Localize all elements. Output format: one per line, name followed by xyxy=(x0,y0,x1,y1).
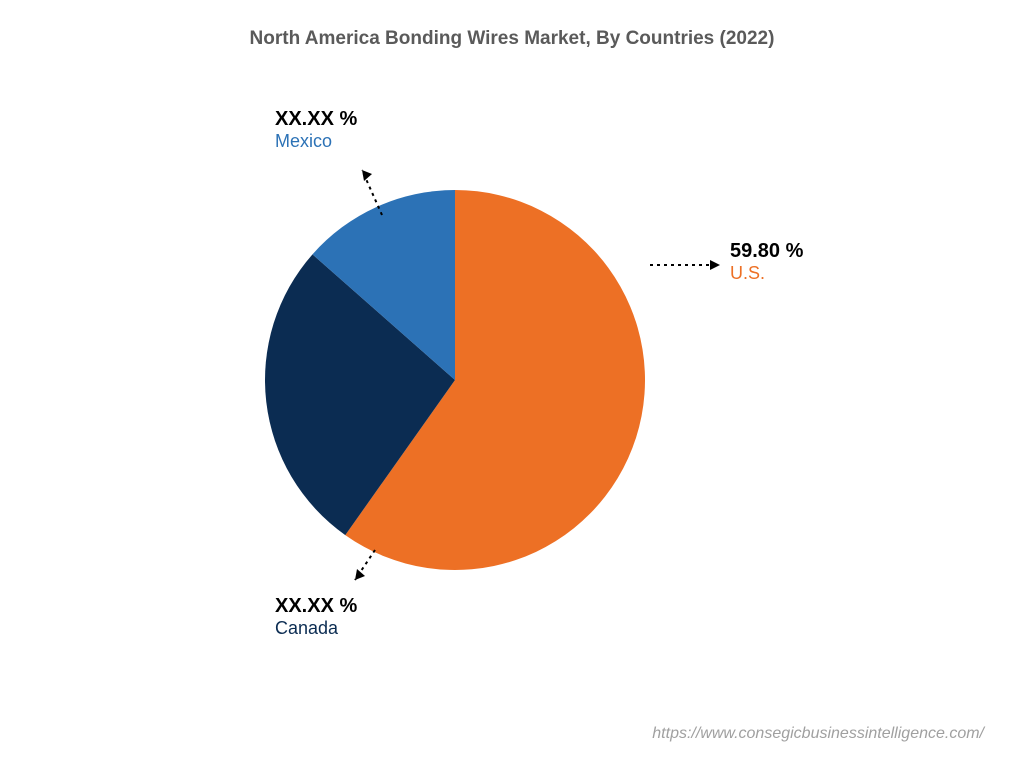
slice-name-canada: Canada xyxy=(275,618,357,639)
slice-label-canada: XX.XX %Canada xyxy=(275,595,357,639)
source-url: https://www.consegicbusinessintelligence… xyxy=(652,725,984,743)
slice-percent-us: 59.80 % xyxy=(730,240,803,263)
slice-name-mexico: Mexico xyxy=(275,131,357,152)
leader-arrowhead xyxy=(355,569,365,580)
slice-label-us: 59.80 %U.S. xyxy=(730,240,803,284)
slice-label-mexico: XX.XX %Mexico xyxy=(275,108,357,152)
leader-arrowhead xyxy=(362,170,372,181)
slice-percent-mexico: XX.XX % xyxy=(275,108,357,131)
leader-arrowhead xyxy=(710,260,720,270)
slice-percent-canada: XX.XX % xyxy=(275,595,357,618)
slice-name-us: U.S. xyxy=(730,263,803,284)
pie-chart xyxy=(0,0,1024,768)
